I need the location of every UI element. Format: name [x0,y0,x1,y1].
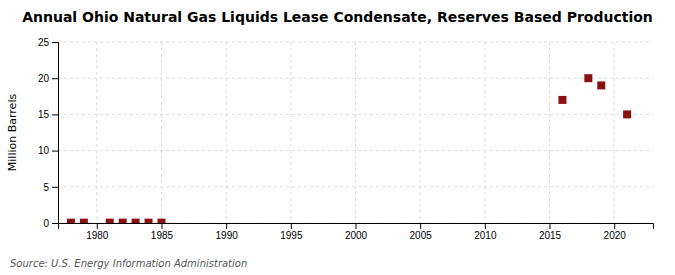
grid-line-x [355,42,356,223]
x-axis-tick-label: 2005 [410,230,433,241]
point [119,219,127,223]
y-axis-tick-mark [52,151,58,152]
x-axis-tick-mark [614,223,615,229]
x-axis-tick-mark [97,223,98,229]
y-axis-tick-mark [52,42,58,43]
points [67,74,631,223]
y-axis-label: Million Barrels [6,94,19,172]
point [558,96,566,104]
y-axis: 0 5 10 15 20 25 [38,37,59,229]
x-axis-tick: 1980 [86,223,109,241]
x-axis-tick-mark [161,223,162,229]
y-axis-tick: 20 [38,73,58,84]
x-axis-tick-label: 1990 [216,230,239,241]
x-axis-tick-mark [356,223,357,229]
y-axis-tick-label: 20 [38,73,50,84]
y-axis-tick-label: 10 [38,145,50,156]
x-axis-tick: 2005 [410,223,433,241]
x-axis-tick: 2015 [539,223,562,241]
grid-line-x [161,42,162,223]
plot: 1980198519901995200020052010201520200510… [38,37,654,241]
x-axis-tick-label: 2010 [474,230,497,241]
source: Source: U.S. Energy Information Administ… [10,258,247,269]
y-axis-tick-mark [52,223,58,224]
x-axis-tick: 1985 [151,223,174,241]
point [157,219,165,223]
x-axis: 1980 1985 1990 1995 2000 2005 2010 2015 2020 [59,223,654,241]
point [106,219,114,223]
grid-line-x [96,42,97,223]
y-axis-tick-label: 5 [43,182,49,193]
x-axis-tick-label: 2015 [539,230,562,241]
x-axis-tick-label: 2000 [345,230,368,241]
x-axis-tick: 1995 [280,223,303,241]
x-axis-tick-label: 1985 [151,230,174,241]
x-axis-tick: 2000 [345,223,368,241]
y-axis-tick-label: 15 [38,109,50,120]
x-axis-line [59,224,654,230]
point [132,219,140,223]
point [584,74,592,82]
y-axis-tick-mark [52,78,58,79]
x-axis-tick: 2010 [474,223,497,241]
x-axis-tick-mark [420,223,421,229]
x-axis-tick-label: 1995 [280,230,303,241]
y-axis-tick: 10 [38,145,58,156]
y-axis-tick: 0 [43,218,58,229]
title: Annual Ohio Natural Gas Liquids Lease Co… [22,9,653,25]
grid-line-x [484,42,485,223]
point [80,219,88,223]
point [597,81,605,89]
x-axis-tick-label: 1980 [86,230,109,241]
y-axis-tick-label: 0 [43,218,49,229]
point [623,110,631,118]
y-axis-tick: 5 [43,182,58,193]
x-axis-tick-mark [226,223,227,229]
y-axis-tick: 15 [38,109,58,120]
y-axis-tick-mark [52,114,58,115]
y-axis-line [52,43,59,224]
grid-line-x [290,42,291,223]
point [145,219,153,223]
y-axis-tick-mark [52,187,58,188]
grid-line-x [549,42,550,223]
grid-line-x [226,42,227,223]
y-axis-tick-label: 25 [38,37,50,48]
grid-line-x [614,42,615,223]
y-axis-tick: 25 [38,37,58,48]
grid [58,42,653,223]
x-axis-tick: 1990 [216,223,239,241]
point [67,219,75,223]
grid-line-x [420,42,421,223]
x-axis-tick-mark [485,223,486,229]
chart: 1980198519901995200020052010201520200510… [0,0,675,275]
x-axis-tick: 2020 [604,223,627,241]
x-axis-tick-label: 2020 [604,230,627,241]
x-axis-tick-mark [291,223,292,229]
x-axis-tick-mark [550,223,551,229]
